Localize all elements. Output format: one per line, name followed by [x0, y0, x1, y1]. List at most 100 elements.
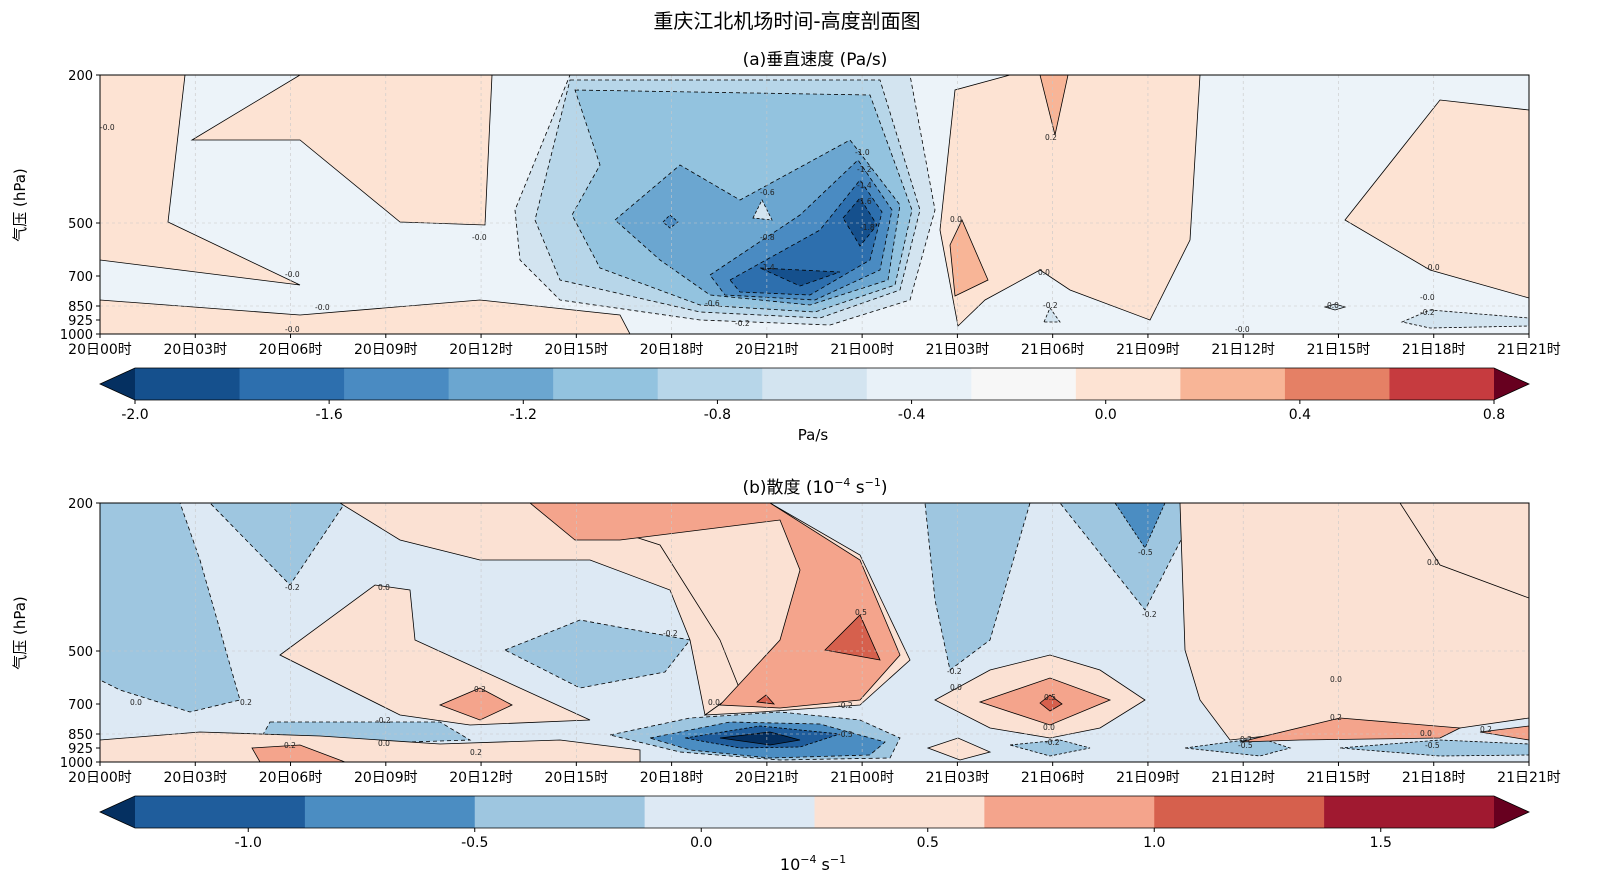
panel-b-frame [99, 502, 1530, 763]
contour-label: 0.0 [708, 698, 720, 707]
contour-label: 0.0 [1420, 729, 1432, 738]
x-tick-label: 20日18时 [640, 342, 704, 358]
colorbar-b-label-exp: −4 [800, 853, 816, 866]
contour-label: -0.2 [376, 716, 391, 725]
colorbar-tick-label: -1.2 [510, 407, 537, 423]
colorbar-b-label-part: 10 [780, 855, 800, 874]
contour-label: 0.2 [1045, 133, 1057, 142]
panel-b-region-neg-13 [1339, 739, 1529, 757]
colorbar-segment [657, 368, 763, 400]
x-tick-label: 21日06时 [1021, 342, 1085, 358]
x-tick-label: 21日09时 [1116, 770, 1180, 786]
colorbar-segment [1075, 368, 1181, 400]
colorbar-segment [762, 368, 868, 400]
colorbar-b-label-part: s [816, 855, 829, 874]
contour-label: -1.8 [860, 223, 875, 232]
colorbar-tick-label: 0.5 [917, 835, 939, 851]
contour-label: 0.0 [378, 583, 390, 592]
x-tick-label: 21日12时 [1211, 342, 1275, 358]
contour-label: -1.0 [855, 148, 870, 157]
panel-b-region-neg-12 [1184, 737, 1292, 757]
colorbar-tick-label: -1.0 [235, 835, 262, 851]
x-tick-label: 20日00时 [68, 770, 132, 786]
x-tick-label: 21日18时 [1402, 770, 1466, 786]
panel-b-ylabel: 气压 (hPa) [11, 596, 29, 670]
colorbar-segment [448, 368, 554, 400]
panel-a-title: (a)垂直速度 (Pa/s) [743, 50, 888, 70]
panel-b-region-pos-5 [529, 503, 901, 709]
contour-label: 0.0 [950, 215, 962, 224]
y-tick-label: 200 [68, 497, 93, 512]
figure-title: 重庆江北机场时间-高度剖面图 [653, 9, 920, 33]
panel-b-region-neg-4 [924, 503, 1031, 671]
panel-a-region-pos-5 [1344, 99, 1529, 299]
colorbar-segment [344, 368, 450, 400]
panel-b-axes: 20日00时 20日03时 20日06时 20日09时 20日12时 20日15时 20日1… [60, 497, 1561, 786]
colorbar-segment [1389, 368, 1495, 400]
panel-b-region-neg-11 [719, 731, 801, 746]
colorbar-segment [474, 796, 646, 828]
x-tick-label: 20日15时 [545, 342, 609, 358]
panel-a: (a)垂直速度 (Pa/s) 气压 (hPa) [11, 50, 1561, 358]
panel-a-region-neg-7 [759, 267, 841, 287]
x-tick-label: 21日03时 [926, 342, 990, 358]
x-tick-label: 20日00时 [68, 342, 132, 358]
panel-a-region-neg-9 [662, 214, 679, 229]
colorbar-segment [1284, 368, 1390, 400]
colorbar-tick-label: 0.0 [1095, 407, 1117, 423]
contour-label: -0.6 [760, 188, 775, 197]
x-tick-label: 20日21时 [735, 770, 799, 786]
contour-label: -0.2 [285, 583, 300, 592]
panel-b-region-neg-1 [100, 503, 241, 713]
y-tick-label: 850 [68, 300, 93, 315]
contour-label: 0.5 [1044, 693, 1056, 702]
y-tick-label: 700 [68, 698, 93, 713]
contour-label: 0.0 [1427, 558, 1439, 567]
contour-label: 0.2 [1480, 725, 1492, 734]
panel-b-region-pos-18 [1479, 725, 1529, 741]
contour-label: 0.5 [855, 608, 867, 617]
panel-b-region-pos-8 [438, 687, 513, 721]
panel-a-region-pos-2 [190, 75, 493, 226]
contour-label: -0.2 [1045, 738, 1060, 747]
x-tick-label: 20日12时 [449, 770, 513, 786]
panel-a-contour-labels: -0.6 -1.0 -1.2 -1.4 -1.6 -1.8 -0.8 -1.4 … [100, 123, 1440, 334]
panel-b-title-exp: −1 [865, 476, 881, 489]
contour-label: -0.8 [760, 233, 775, 242]
panel-b-title-part: ) [881, 478, 888, 498]
x-tick-label: 20日06时 [259, 342, 323, 358]
contour-label: -0.2 [663, 629, 678, 638]
panel-b-region-pos-2 [279, 584, 591, 726]
x-tick-label: 20日09时 [354, 342, 418, 358]
colorbar-segment [1154, 796, 1325, 828]
contour-label: -1.4 [857, 181, 872, 190]
panel-b-region-neg-14 [1009, 739, 1091, 757]
contour-label: -0.2 [735, 319, 750, 328]
contour-label: -0.6 [705, 299, 720, 308]
y-tick-label: 1000 [60, 328, 93, 343]
colorbar-tick-label: 1.5 [1370, 835, 1392, 851]
x-tick-label: 21日00时 [830, 770, 894, 786]
x-tick-label: 21日09时 [1116, 342, 1180, 358]
colorbar-segment [984, 796, 1155, 828]
contour-label: 0.2 [284, 741, 296, 750]
contour-label: -0.0 [315, 303, 330, 312]
panel-a-axes: 20日00时 20日03时 20日06时 20日09时 20日12时 20日15时 20日1… [60, 69, 1561, 358]
y-tick-label: 1000 [60, 756, 93, 771]
contour-label: -0.2 [1420, 308, 1435, 317]
panel-a-region-neg-13 [1323, 303, 1347, 311]
panel-b-region-pos-6 [824, 614, 881, 661]
y-tick-label: 500 [68, 217, 93, 232]
x-tick-label: 20日12时 [449, 342, 513, 358]
colorbar-segment [1180, 368, 1286, 400]
x-tick-label: 20日03时 [163, 342, 227, 358]
x-tick-label: 21日18时 [1402, 342, 1466, 358]
contour-label: -0.5 [1425, 741, 1440, 750]
x-tick-label: 20日09时 [354, 770, 418, 786]
contour-label: 0.0 [1327, 301, 1339, 310]
contour-label: -1.6 [857, 197, 872, 206]
x-tick-label: 21日06时 [1021, 770, 1085, 786]
contour-label: 0.2 [474, 685, 486, 694]
colorbar-tick-label: -2.0 [121, 407, 148, 423]
colorbar-segment [135, 368, 241, 400]
